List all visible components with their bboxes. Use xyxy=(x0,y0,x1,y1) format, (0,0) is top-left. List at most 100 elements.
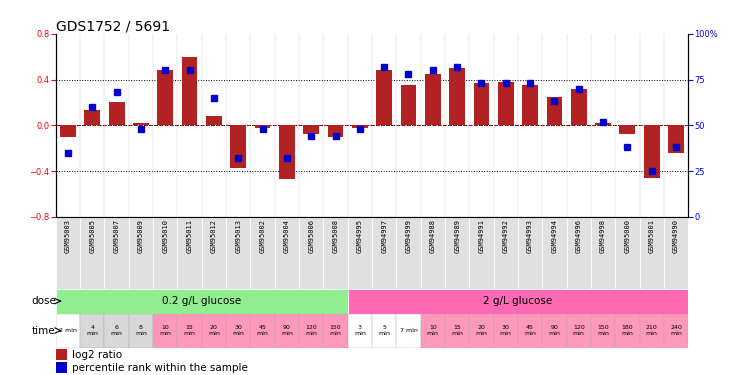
Bar xyxy=(84,110,100,125)
Bar xyxy=(668,125,684,153)
Bar xyxy=(591,217,615,289)
Text: dose: dose xyxy=(31,296,56,306)
Bar xyxy=(347,289,688,314)
Text: GSM94993: GSM94993 xyxy=(527,219,533,253)
Text: GSM94995: GSM94995 xyxy=(357,219,363,253)
Text: GSM94997: GSM94997 xyxy=(381,219,387,253)
Text: 120
min: 120 min xyxy=(305,326,317,336)
Bar xyxy=(493,314,518,348)
Bar xyxy=(275,217,299,289)
Text: GSM95003: GSM95003 xyxy=(65,219,71,253)
Text: 3
min: 3 min xyxy=(354,326,366,336)
Bar xyxy=(664,217,688,289)
Bar xyxy=(372,314,397,348)
Bar xyxy=(445,314,469,348)
Bar xyxy=(352,125,368,128)
Text: GSM95002: GSM95002 xyxy=(260,219,266,253)
Bar xyxy=(129,217,153,289)
Bar xyxy=(347,314,372,348)
Text: GSM94994: GSM94994 xyxy=(551,219,557,253)
Bar xyxy=(202,314,226,348)
Bar xyxy=(644,125,660,178)
Text: GSM94992: GSM94992 xyxy=(503,219,509,253)
Text: 2 g/L glucose: 2 g/L glucose xyxy=(484,296,553,306)
Text: GSM94998: GSM94998 xyxy=(600,219,606,253)
Text: 210
min: 210 min xyxy=(646,326,658,336)
Bar xyxy=(56,217,80,289)
Bar xyxy=(372,217,397,289)
Bar xyxy=(60,125,76,137)
Text: 0.2 g/L glucose: 0.2 g/L glucose xyxy=(162,296,241,306)
Text: 8
min: 8 min xyxy=(135,326,147,336)
Bar xyxy=(133,123,149,125)
Text: 15
min: 15 min xyxy=(451,326,463,336)
Bar xyxy=(56,314,80,348)
Text: GSM95000: GSM95000 xyxy=(624,219,630,253)
Text: 7 min: 7 min xyxy=(400,328,417,333)
Bar xyxy=(469,217,493,289)
Text: GSM94991: GSM94991 xyxy=(478,219,484,253)
Bar xyxy=(153,217,177,289)
Text: GSM95010: GSM95010 xyxy=(162,219,168,253)
Bar xyxy=(157,70,173,125)
Text: GSM94990: GSM94990 xyxy=(673,219,679,253)
Bar xyxy=(226,217,251,289)
Bar xyxy=(153,314,177,348)
Bar xyxy=(324,314,347,348)
Bar xyxy=(493,217,518,289)
Bar xyxy=(615,314,640,348)
Bar xyxy=(615,217,640,289)
Bar xyxy=(571,88,587,125)
Bar xyxy=(449,68,465,125)
Bar xyxy=(299,314,324,348)
Text: GSM94999: GSM94999 xyxy=(405,219,411,253)
Bar xyxy=(498,82,513,125)
Bar xyxy=(640,217,664,289)
Text: GSM95007: GSM95007 xyxy=(114,219,120,253)
Text: percentile rank within the sample: percentile rank within the sample xyxy=(72,363,248,373)
Bar xyxy=(324,217,347,289)
Text: 5
min: 5 min xyxy=(378,326,390,336)
Text: GSM95008: GSM95008 xyxy=(333,219,339,253)
Bar xyxy=(251,314,275,348)
Bar xyxy=(56,350,67,360)
Bar xyxy=(251,217,275,289)
Bar xyxy=(56,362,67,373)
Bar xyxy=(80,217,104,289)
Bar xyxy=(518,314,542,348)
Text: 240
min: 240 min xyxy=(670,326,682,336)
Bar xyxy=(56,289,347,314)
Bar xyxy=(177,314,202,348)
Bar xyxy=(595,123,611,125)
Bar xyxy=(591,314,615,348)
Bar xyxy=(425,74,440,125)
Text: GSM94988: GSM94988 xyxy=(430,219,436,253)
Text: GSM95009: GSM95009 xyxy=(138,219,144,253)
Bar xyxy=(445,217,469,289)
Bar xyxy=(518,217,542,289)
Text: GSM94989: GSM94989 xyxy=(454,219,460,253)
Bar xyxy=(304,125,319,134)
Bar xyxy=(104,217,129,289)
Bar xyxy=(397,314,420,348)
Bar xyxy=(129,314,153,348)
Bar xyxy=(664,314,688,348)
Text: 90
min: 90 min xyxy=(548,326,560,336)
Text: 180
min: 180 min xyxy=(621,326,633,336)
Text: time: time xyxy=(32,326,56,336)
Text: GSM95013: GSM95013 xyxy=(235,219,241,253)
Bar xyxy=(226,314,251,348)
Bar xyxy=(231,125,246,168)
Text: GSM95005: GSM95005 xyxy=(89,219,95,253)
Text: GSM95012: GSM95012 xyxy=(211,219,217,253)
Bar xyxy=(177,217,202,289)
Text: 10
min: 10 min xyxy=(159,326,171,336)
Text: 90
min: 90 min xyxy=(281,326,293,336)
Bar xyxy=(473,83,490,125)
Bar xyxy=(327,125,344,137)
Bar xyxy=(547,97,562,125)
Text: 4
min: 4 min xyxy=(86,326,98,336)
Text: 6
min: 6 min xyxy=(111,326,123,336)
Bar xyxy=(469,314,493,348)
Text: GSM94996: GSM94996 xyxy=(576,219,582,253)
